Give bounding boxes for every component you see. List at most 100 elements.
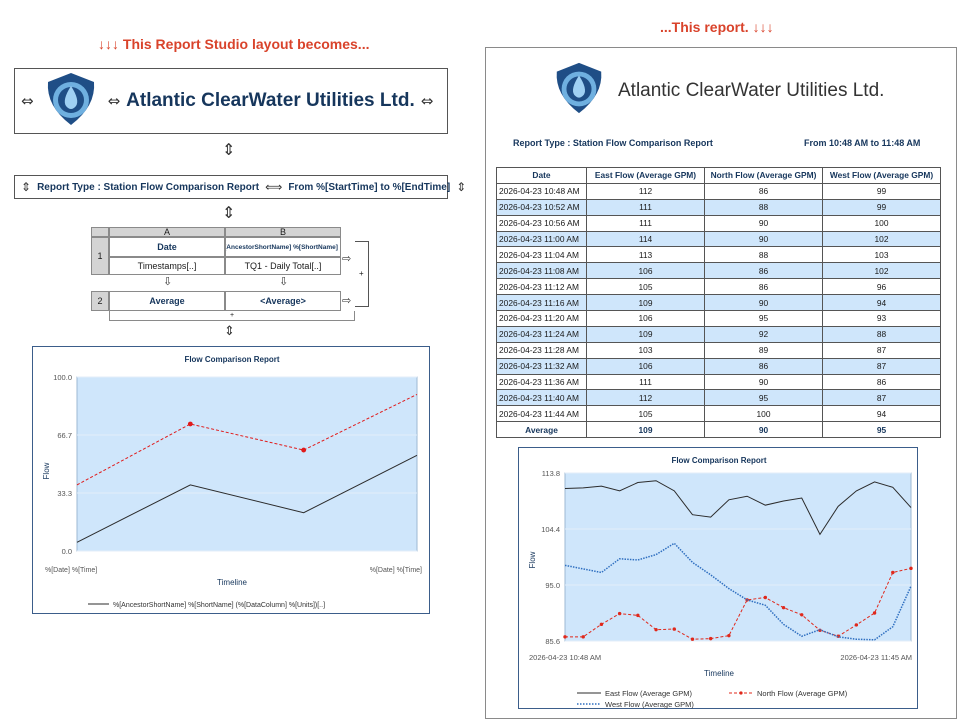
average-label-cell[interactable]: Average xyxy=(109,291,225,311)
date-header-cell[interactable]: Date xyxy=(109,237,225,257)
layout-header-block[interactable]: ⇔ ⇔ Atlantic ClearWater Utilities Ltd. ⇔ xyxy=(14,68,448,134)
series-point xyxy=(563,635,567,639)
y-tick-label: 100.0 xyxy=(53,373,72,382)
series-line-1 xyxy=(76,393,418,486)
date-cell: 2026-04-23 11:00 AM xyxy=(496,230,587,248)
left-right-arrow-icon: ⟺ xyxy=(265,180,283,194)
series-point xyxy=(800,613,804,617)
series-point xyxy=(187,421,193,427)
y-tick-label: 66.7 xyxy=(57,431,72,440)
up-down-arrow-icon: ⇕ xyxy=(21,180,32,194)
flow-value-cell: 106 xyxy=(586,262,705,280)
table-row: 2026-04-23 10:56 AM 111 90 100 xyxy=(496,214,941,232)
flow-value-cell: 95 xyxy=(704,310,823,327)
layout-report-type: Report Type : Station Flow Comparison Re… xyxy=(37,181,260,193)
series-point xyxy=(763,595,768,600)
series-line-0 xyxy=(564,480,912,536)
up-down-arrow-icon: ⇕ xyxy=(222,203,236,222)
report-chart-x-start: 2026-04-23 10:48 AM xyxy=(529,653,601,662)
flow-value-cell: 92 xyxy=(704,325,823,343)
average-value-cell[interactable]: <Average> xyxy=(225,291,341,311)
series-point xyxy=(301,447,307,453)
north-legend-label: North Flow (Average GPM) xyxy=(757,689,848,698)
date-cell: 2026-04-23 11:28 AM xyxy=(496,341,587,359)
date-cell: 2026-04-23 11:08 AM xyxy=(496,262,587,280)
series-line-2 xyxy=(564,542,912,641)
layout-chart-ylabel: Flow xyxy=(42,462,51,479)
y-tick-label: 0.0 xyxy=(62,547,72,556)
flow-value-cell: 111 xyxy=(586,198,705,216)
series-point xyxy=(891,570,895,575)
flow-data-table: Date East Flow (Average GPM) North Flow … xyxy=(496,167,941,439)
flow-value-cell: 89 xyxy=(704,341,823,359)
flow-value-cell: 96 xyxy=(822,278,941,296)
series-point xyxy=(654,627,658,632)
column-header-b[interactable]: B xyxy=(225,227,341,237)
west-legend-label: West Flow (Average GPM) xyxy=(605,700,694,709)
y-tick-label: 113.8 xyxy=(542,469,560,478)
report-type: Report Type : Station Flow Comparison Re… xyxy=(513,138,713,148)
flow-value-cell: 86 xyxy=(704,262,823,280)
series-point xyxy=(672,627,676,631)
column-header: East Flow (Average GPM) xyxy=(586,167,705,184)
series-point xyxy=(909,566,913,571)
flow-value-cell: 99 xyxy=(822,198,941,216)
date-cell: 2026-04-23 11:32 AM xyxy=(496,357,587,375)
flow-value-cell: 103 xyxy=(586,341,705,359)
flow-value-cell: 94 xyxy=(822,294,941,312)
east-legend-label: East Flow (Average GPM) xyxy=(605,689,692,698)
crosstab-plus-bottom[interactable]: + xyxy=(109,311,355,321)
date-cell: 2026-04-23 10:48 AM xyxy=(496,182,587,200)
column-header-a[interactable]: A xyxy=(109,227,225,237)
flow-value-cell: 86 xyxy=(704,357,823,375)
table-row: 2026-04-23 11:04 AM 113 88 103 xyxy=(496,246,941,264)
timestamps-cell[interactable]: Timestamps[..] xyxy=(109,257,225,275)
crosstab-expand-bracket xyxy=(355,241,369,307)
flow-value-cell: 87 xyxy=(822,389,941,407)
flow-value-cell: 109 xyxy=(586,294,705,312)
series-point xyxy=(854,623,859,627)
date-cell: 2026-04-23 11:44 AM xyxy=(496,405,587,423)
table-row: 2026-04-23 11:08 AM 106 86 102 xyxy=(496,262,941,280)
daily-total-cell[interactable]: TQ1 - Daily Total[..] xyxy=(225,257,341,275)
series-point xyxy=(581,635,585,639)
report-chart-x-end: 2026-04-23 11:45 AM xyxy=(840,653,912,662)
table-row: 2026-04-23 11:00 AM 114 90 102 xyxy=(496,230,941,248)
y-tick-label: 95.0 xyxy=(545,581,560,590)
table-row: 2026-04-23 10:52 AM 111 88 99 xyxy=(496,198,941,216)
crosstab-plus-right[interactable]: + xyxy=(359,269,364,278)
layout-report-type-block[interactable]: ⇕ Report Type : Station Flow Comparison … xyxy=(14,175,466,199)
table-row: 2026-04-23 10:48 AM 112 86 99 xyxy=(496,182,941,200)
row-header-1[interactable]: 1 xyxy=(91,237,109,275)
flow-value-cell: 90 xyxy=(704,294,823,312)
left-right-arrow-icon: ⇔ xyxy=(420,92,434,110)
report-company-name: Atlantic ClearWater Utilities Ltd. xyxy=(618,80,885,101)
average-label: Average xyxy=(496,421,587,439)
series-point xyxy=(599,622,604,627)
report-chart-svg: Flow Comparison Report Flow Timeline 202… xyxy=(528,456,913,709)
flow-value-cell: 86 xyxy=(704,182,823,200)
table-header-row: Date East Flow (Average GPM) North Flow … xyxy=(496,167,941,184)
average-value: 90 xyxy=(704,421,823,439)
crosstab-corner xyxy=(91,227,109,237)
flow-value-cell: 100 xyxy=(704,405,823,423)
row-header-2[interactable]: 2 xyxy=(91,291,109,311)
flow-value-cell: 106 xyxy=(586,357,705,375)
layout-chart-title: Flow Comparison Report xyxy=(184,355,279,364)
y-tick-label: 104.4 xyxy=(541,525,560,534)
layout-company-name: Atlantic ClearWater Utilities Ltd. xyxy=(126,90,415,111)
right-arrow-icon: ⇨ xyxy=(342,294,352,307)
report-chart-xlabel: Timeline xyxy=(704,669,734,678)
table-row: 2026-04-23 11:32 AM 106 86 87 xyxy=(496,357,941,375)
layout-chart[interactable]: Flow Comparison Report Flow Timeline %[D… xyxy=(32,346,430,614)
date-cell: 2026-04-23 11:12 AM xyxy=(496,278,587,296)
report-chart[interactable]: Flow Comparison Report Flow Timeline 202… xyxy=(518,447,918,709)
up-down-arrow-icon: ⇕ xyxy=(456,180,467,194)
date-cell: 2026-04-23 11:04 AM xyxy=(496,246,587,264)
date-cell: 2026-04-23 10:52 AM xyxy=(496,198,587,216)
table-row: 2026-04-23 11:44 AM 105 100 94 xyxy=(496,405,941,423)
flow-value-cell: 109 xyxy=(586,325,705,343)
company-logo-icon xyxy=(548,60,610,121)
date-cell: 2026-04-23 11:40 AM xyxy=(496,389,587,407)
data-header-cell[interactable]: %[AncestorShortName] %[ShortName] (% xyxy=(225,237,341,257)
